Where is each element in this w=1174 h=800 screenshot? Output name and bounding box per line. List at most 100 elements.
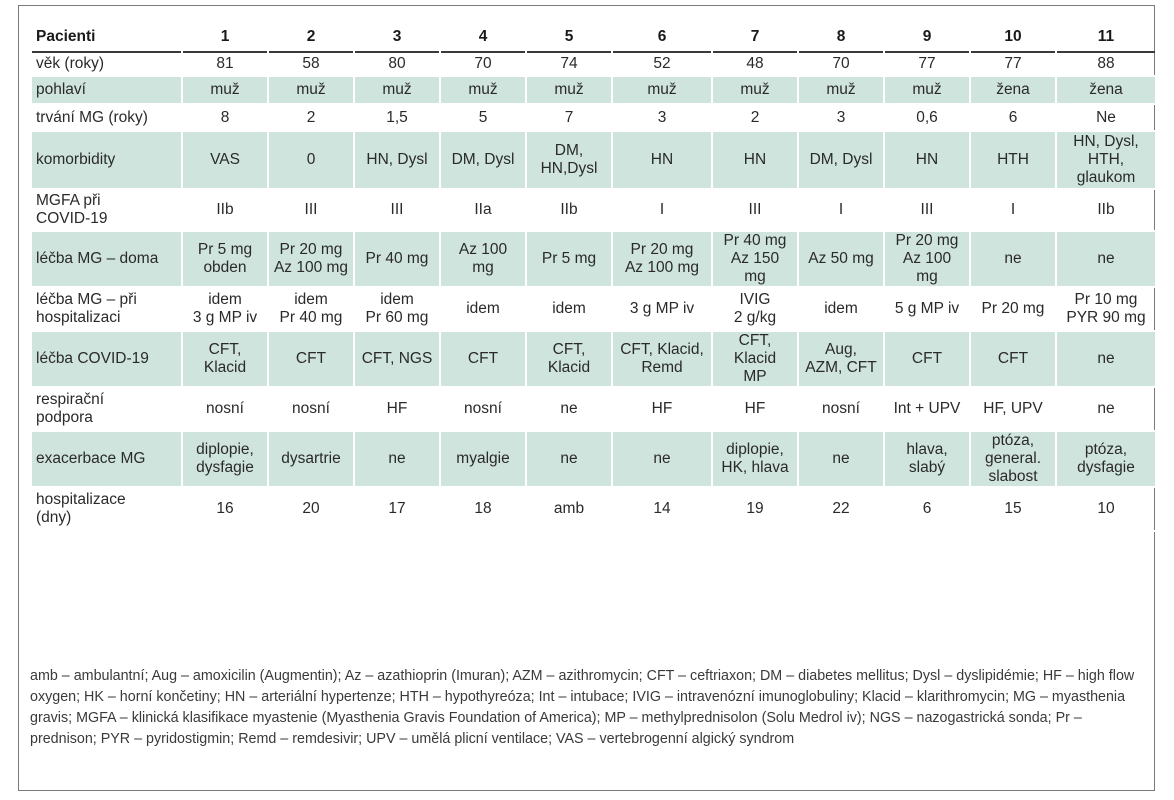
table-cell: nosní [269,388,353,432]
table-cell: 52 [613,53,711,77]
table-cell: myalgie [441,432,525,488]
header-col-9: 9 [885,23,969,53]
table-cell: muž [713,77,797,105]
row-label: pohlaví [32,77,181,105]
table-cell: IIb [1057,190,1155,232]
table-cell: 0 [269,132,353,190]
table-cell: HF [713,388,797,432]
table-cell: CFT [885,332,969,388]
row-label: hospitalizace (dny) [32,488,181,532]
row-label: respirační podpora [32,388,181,432]
table-cell: diplopie, dysfagie [183,432,267,488]
table-cell: HTH [971,132,1055,190]
table-cell: ne [799,432,883,488]
table-cell: DM, Dysl [441,132,525,190]
table-cell: CFT [971,332,1055,388]
table-cell: idem [527,288,611,332]
table-cell: muž [613,77,711,105]
table-row: pohlaví muž muž muž muž muž muž muž muž muž žena že… [32,77,1155,105]
table-cell: Az 50 mg [799,232,883,288]
table-cell: Pr 10 mg PYR 90 mg [1057,288,1155,332]
table-cell: HF, UPV [971,388,1055,432]
table-cell: IIb [527,190,611,232]
table-cell: Pr 40 mg Az 150 mg [713,232,797,288]
table-row: léčba COVID-19 CFT, Klacid CFT CFT, NGS CFT CF… [32,332,1155,388]
table-cell: žena [1057,77,1155,105]
header-col-11: 11 [1057,23,1155,53]
table-cell: ne [355,432,439,488]
table-row: MGFA při COVID-19 IIb III III IIa IIb I III I III I… [32,190,1155,232]
header-col-10: 10 [971,23,1055,53]
table-cell: nosní [799,388,883,432]
table-row: trvání MG (roky) 8 2 1,5 5 7 3 2 3 0,6 6 Ne [32,105,1155,132]
table-cell: muž [183,77,267,105]
table-cell: 3 [613,105,711,132]
table-cell: 6 [885,488,969,532]
table-cell: idem [799,288,883,332]
table-cell: 2 [713,105,797,132]
table-cell: Int + UPV [885,388,969,432]
table-cell: 77 [971,53,1055,77]
table-cell: I [971,190,1055,232]
table-cell: CFT [269,332,353,388]
table-cell: 77 [885,53,969,77]
header-col-6: 6 [613,23,711,53]
table-cell: 18 [441,488,525,532]
table-cell: 70 [441,53,525,77]
table-cell: Pr 20 mg [971,288,1055,332]
row-label: léčba COVID-19 [32,332,181,388]
table-cell: Pr 5 mg obden [183,232,267,288]
table-cell: CFT, NGS [355,332,439,388]
table-cell: 2 [269,105,353,132]
table-row: komorbidity VAS 0 HN, Dysl DM, Dysl DM, HN,Dys… [32,132,1155,190]
table-row: hospitalizace (dny) 16 20 17 18 amb 14 19 22 6 15 10 [32,488,1155,532]
table-cell: diplopie, HK, hlava [713,432,797,488]
row-label: léčba MG – při hospitalizaci [32,288,181,332]
table-cell: dysartrie [269,432,353,488]
table-cell: 1,5 [355,105,439,132]
table-cell: 17 [355,488,439,532]
table-cell: 16 [183,488,267,532]
table-cell: Pr 40 mg [355,232,439,288]
table-cell: idem 3 g MP iv [183,288,267,332]
table-cell: III [885,190,969,232]
table-cell: HF [355,388,439,432]
table-cell: 88 [1057,53,1155,77]
table-cell: ne [1057,332,1155,388]
table-cell: 20 [269,488,353,532]
table-cell: 3 [799,105,883,132]
table-cell: idem Pr 40 mg [269,288,353,332]
table-cell: 19 [713,488,797,532]
row-label: MGFA při COVID-19 [32,190,181,232]
table-cell: 70 [799,53,883,77]
table-cell: III [355,190,439,232]
table-cell: 80 [355,53,439,77]
table-cell: 81 [183,53,267,77]
table-cell: HN, Dysl [355,132,439,190]
table-cell: I [799,190,883,232]
table-cell: IIb [183,190,267,232]
header-col-4: 4 [441,23,525,53]
table-row: exacerbace MG diplopie, dysfagie dysartrie n… [32,432,1155,488]
header-label: Pacienti [32,23,181,53]
table-cell: III [713,190,797,232]
table-cell: 6 [971,105,1055,132]
table-cell: IVIG 2 g/kg [713,288,797,332]
table-cell: CFT, Klacid [527,332,611,388]
header-row: Pacienti 1 2 3 4 5 6 7 8 9 10 11 [32,23,1155,53]
row-label: léčba MG – doma [32,232,181,288]
table-cell: hlava, slabý [885,432,969,488]
table-cell: Pr 20 mg Az 100 mg [885,232,969,288]
table-cell: 14 [613,488,711,532]
table-cell: HN [613,132,711,190]
row-label: trvání MG (roky) [32,105,181,132]
header-col-2: 2 [269,23,353,53]
table-row: léčba MG – doma Pr 5 mg obden Pr 20 mg Az 10… [32,232,1155,288]
table-cell: Pr 20 mg Az 100 mg [269,232,353,288]
table-cell: ne [1057,388,1155,432]
table-cell: amb [527,488,611,532]
table-cell: muž [269,77,353,105]
table-row: věk (roky) 81 58 80 70 74 52 48 70 77 77 88 [32,53,1155,77]
table-cell: 22 [799,488,883,532]
row-label: věk (roky) [32,53,181,77]
